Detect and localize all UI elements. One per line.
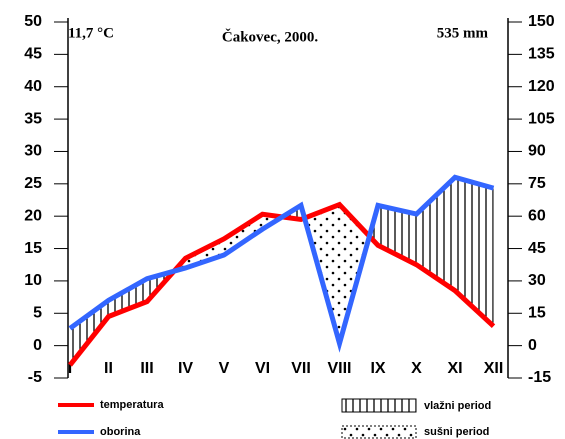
y2-tick-label: 60 — [528, 207, 546, 224]
y-tick-label: 5 — [33, 304, 42, 321]
y2-tick-label: 150 — [528, 13, 555, 30]
x-tick-label: I — [68, 360, 72, 377]
x-tick-label: X — [411, 360, 422, 377]
wet-legend-label: vlažni period — [424, 400, 491, 412]
x-tick-label: IX — [370, 360, 385, 377]
y2-tick-label: 105 — [528, 110, 555, 127]
wet-period — [455, 177, 494, 327]
y2-tick-label: -15 — [528, 369, 551, 386]
x-tick-label: V — [219, 360, 230, 377]
legend-label: oborina — [100, 426, 141, 438]
y2-tick-label: 15 — [528, 304, 546, 321]
y-tick-label: 25 — [24, 175, 42, 192]
y-tick-label: 15 — [24, 240, 42, 257]
x-tick-label: XI — [447, 360, 462, 377]
y-tick-label: -5 — [28, 369, 42, 386]
chart-title: Čakovec, 2000. — [222, 28, 318, 45]
legend-label: temperatura — [100, 399, 164, 411]
x-tick-label: II — [104, 360, 113, 377]
y2-tick-label: 120 — [528, 78, 555, 95]
dry-period — [224, 214, 263, 256]
mean-temperature: 11,7 °C — [68, 25, 114, 41]
x-tick-label: IV — [178, 360, 193, 377]
y2-tick-label: 45 — [528, 240, 546, 257]
series-line — [68, 174, 495, 353]
wet-period — [70, 300, 109, 366]
y-tick-label: 20 — [24, 207, 42, 224]
y2-tick-label: 30 — [528, 272, 546, 289]
y2-tick-label: 135 — [528, 46, 555, 63]
y-tick-label: 10 — [24, 272, 42, 289]
y2-tick-label: 75 — [528, 175, 546, 192]
y-tick-label: 30 — [24, 143, 42, 160]
y2-tick-label: 90 — [528, 143, 546, 160]
x-tick-label: XII — [484, 360, 504, 377]
wet-period — [108, 278, 147, 317]
total-precipitation: 535 mm — [437, 25, 489, 41]
x-tick-label: III — [140, 360, 153, 377]
y-tick-label: 45 — [24, 46, 42, 63]
x-tick-label: VIII — [327, 360, 351, 377]
x-tick-label: VI — [255, 360, 270, 377]
y2-tick-label: 0 — [528, 337, 537, 354]
y-tick-label: 0 — [33, 337, 42, 354]
y-tick-label: 40 — [24, 78, 42, 95]
x-tick-label: VII — [291, 360, 311, 377]
dry-legend-label: sušni period — [424, 426, 489, 438]
dry-legend-swatch — [341, 425, 417, 439]
wet-legend-swatch — [341, 398, 417, 413]
y-tick-label: 50 — [24, 13, 42, 30]
y-tick-label: 35 — [24, 110, 42, 127]
